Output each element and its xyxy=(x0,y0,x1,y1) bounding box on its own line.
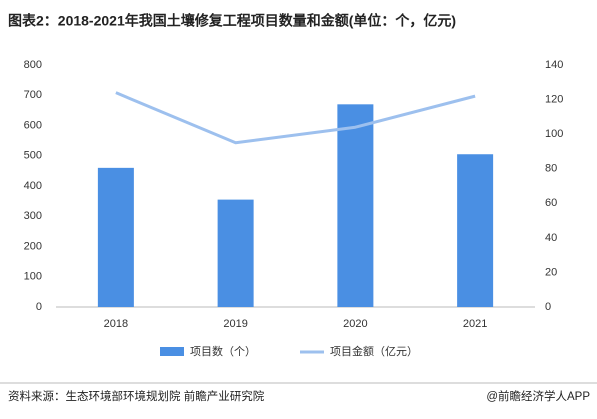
y2-tick-label: 20 xyxy=(545,266,557,278)
y-tick-label: 400 xyxy=(24,180,42,192)
bar xyxy=(337,104,374,307)
line xyxy=(115,91,476,145)
y-tick-label: 600 xyxy=(24,119,42,131)
bar xyxy=(457,154,494,307)
y2-tick-label: 120 xyxy=(545,93,563,105)
y-tick-label: 300 xyxy=(24,210,42,222)
x-tick-label: 2019 xyxy=(223,318,247,330)
y2-tick-label: 0 xyxy=(545,301,551,313)
y2-tick-label: 40 xyxy=(545,232,557,244)
y2-tick-label: 140 xyxy=(545,59,563,71)
chart-title: 图表2：2018-2021年我国土壤修复工程项目数量和金额(单位：个，亿元) xyxy=(8,13,456,29)
y-tick-label: 0 xyxy=(36,301,42,313)
bar xyxy=(97,167,134,307)
x-tick-label: 2020 xyxy=(343,318,367,330)
y-tick-label: 200 xyxy=(24,240,42,252)
y-tick-label: 500 xyxy=(24,150,42,162)
y2-tick-label: 80 xyxy=(545,163,557,175)
y2-tick-label: 60 xyxy=(545,197,557,209)
credit: @前瞻经济学人APP xyxy=(486,389,590,403)
y2-tick-label: 100 xyxy=(545,128,563,140)
legend-swatch xyxy=(160,347,184,356)
x-tick-label: 2018 xyxy=(104,318,128,330)
y-tick-label: 100 xyxy=(24,271,42,283)
legend-label: 项目数（个） xyxy=(190,345,256,358)
x-tick-label: 2021 xyxy=(463,318,487,330)
bar xyxy=(217,199,254,307)
source: 资料来源：生态环境部环境规划院 前瞻产业研究院 xyxy=(8,389,265,403)
y-tick-label: 800 xyxy=(24,59,42,71)
y-tick-label: 700 xyxy=(24,89,42,101)
legend-label: 项目金额（亿元） xyxy=(330,344,418,358)
